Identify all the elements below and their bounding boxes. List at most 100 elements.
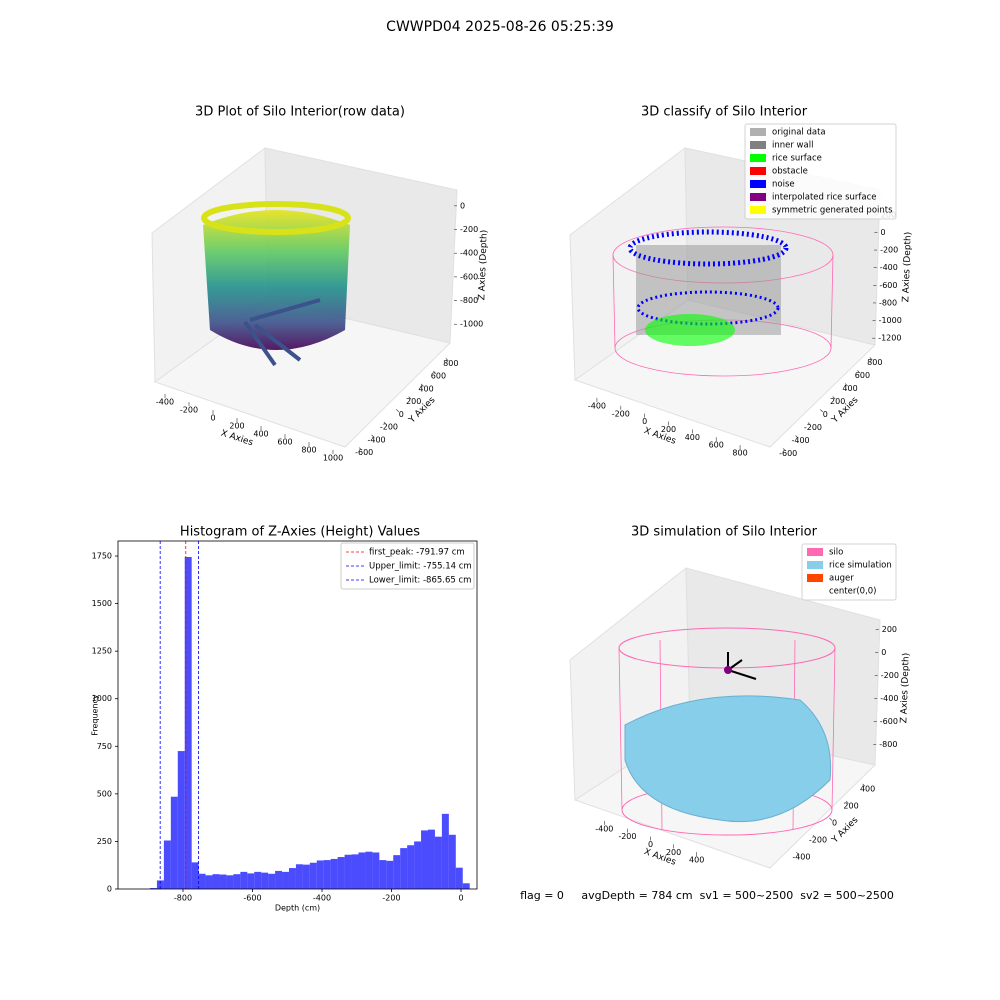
z-tick-label: -800 (879, 298, 897, 307)
z-tick-label: 0 (881, 648, 886, 657)
y-tick (845, 800, 849, 804)
chart-title: 3D Plot of Silo Interior(row data) (195, 105, 405, 120)
bar (330, 858, 338, 889)
y-tick-label: 400 (860, 784, 875, 793)
y-tick-label: 200 (406, 397, 421, 406)
bar (226, 875, 234, 889)
legend-label: symmetric generated points (772, 206, 893, 216)
y-tick-label: 800 (867, 358, 882, 367)
z-tick-label: -1200 (878, 334, 901, 343)
bar (191, 862, 199, 889)
bar (386, 860, 394, 889)
y-tick-label: 800 (443, 359, 458, 368)
x-tick-label: 800 (732, 449, 747, 458)
bar (365, 851, 373, 889)
bar (407, 845, 415, 889)
y-tick (812, 834, 816, 838)
rice-surface (624, 695, 832, 823)
z-tick-label: 0 (880, 228, 885, 237)
z-tick-label: 0 (460, 201, 465, 210)
y-tick (829, 817, 833, 821)
legend-swatch (750, 128, 766, 136)
x-tick-label: -200 (618, 832, 636, 841)
x-tick-label: -400 (156, 398, 174, 407)
legend-box (801, 543, 897, 601)
bar (177, 751, 185, 889)
legend-label: rice simulation (829, 561, 892, 571)
bar (448, 834, 456, 889)
legend-label: obstacle (772, 167, 808, 177)
noise-cloud (636, 290, 780, 326)
bar (275, 870, 283, 889)
z-tick-label: -400 (460, 249, 478, 258)
y-tick-label: 0 (832, 819, 837, 828)
bar (149, 888, 157, 889)
y-tick (807, 422, 811, 426)
figure-title: CWWPD04 2025-08-26 05:25:39 (386, 19, 614, 35)
y-tick-label: -400 (367, 435, 385, 444)
x-tick-label: -800 (174, 894, 192, 903)
status-footer: flag = 0 avgDepth = 784 cm sv1 = 500~250… (520, 889, 894, 902)
legend-label: auger (829, 574, 854, 584)
x-tick-label: 200 (229, 422, 244, 431)
bar (434, 836, 442, 889)
bar (455, 867, 463, 889)
bar (421, 830, 428, 889)
x-axis-label: Depth (cm) (275, 904, 320, 913)
y-tick-label: -600 (355, 448, 373, 457)
x-tick-label: 400 (685, 433, 700, 442)
y-tick-label: -200 (809, 836, 827, 845)
x-tick-label: -400 (588, 401, 606, 410)
legend-label: center(0,0) (829, 587, 877, 597)
x-tick-label: 800 (301, 446, 316, 455)
x-tick-label: -200 (612, 409, 630, 418)
x-tick-label: -400 (313, 894, 331, 903)
y-tick-label: 1250 (92, 647, 112, 656)
y-tick-label: -400 (792, 853, 810, 862)
legend-swatch (807, 561, 823, 569)
x-tick-label: 400 (689, 856, 704, 865)
x-tick-label: 600 (277, 438, 292, 447)
y-tick (820, 409, 824, 413)
y-tick-label: 250 (97, 837, 112, 846)
x-tick-label: 400 (253, 430, 268, 439)
bar (198, 873, 206, 889)
bar (441, 813, 449, 889)
legend-label: Lower_limit: -865.65 cm (369, 576, 471, 586)
legend-swatch (750, 193, 766, 201)
y-axis-label: Frequency (91, 694, 100, 736)
z-tick-label: -600 (879, 281, 897, 290)
raw-streaks (243, 298, 321, 367)
x-tick-label: 0 (642, 417, 647, 426)
y-tick (832, 396, 836, 400)
y-tick (383, 421, 387, 425)
bar (247, 873, 255, 889)
z-axis-label: Z Axies (Depth) (477, 230, 489, 301)
bar (302, 864, 310, 889)
bar (163, 840, 171, 889)
legend-box (340, 542, 475, 590)
bar (170, 796, 178, 889)
bar (295, 864, 303, 889)
y-tick (869, 357, 873, 361)
x-tick-label: -600 (243, 894, 261, 903)
y-tick-label: 1500 (92, 599, 112, 608)
x-tick-label: 200 (661, 425, 676, 434)
z-tick-label: -200 (880, 246, 898, 255)
y-tick-label: -200 (804, 423, 822, 432)
y-tick-label: 0 (823, 410, 828, 419)
z-axis-label: Z Axies (Depth) (899, 653, 911, 724)
legend-swatch (750, 154, 766, 162)
y-tick (796, 851, 800, 855)
z-tick-label: -400 (880, 263, 898, 272)
y-tick (862, 783, 866, 787)
bar (233, 874, 241, 889)
y-tick-label: 750 (97, 742, 112, 751)
z-tick-label: 200 (882, 625, 897, 634)
bar (351, 854, 359, 889)
y-tick (795, 435, 799, 439)
bar (282, 871, 289, 889)
y-tick (420, 383, 424, 387)
bar (212, 874, 220, 889)
bar (379, 860, 387, 889)
